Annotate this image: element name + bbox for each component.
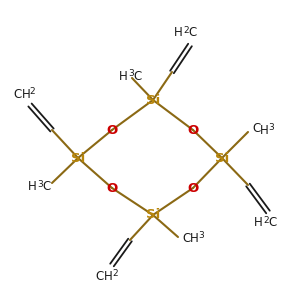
Text: H: H bbox=[190, 231, 199, 245]
Text: H: H bbox=[254, 217, 263, 229]
Text: 3: 3 bbox=[37, 180, 43, 189]
Text: C: C bbox=[96, 270, 104, 282]
Text: H: H bbox=[22, 88, 31, 101]
Text: H: H bbox=[104, 270, 113, 282]
Text: Si: Si bbox=[146, 209, 160, 221]
Text: H: H bbox=[260, 124, 269, 137]
Text: O: O bbox=[106, 124, 118, 137]
Text: H: H bbox=[119, 70, 128, 82]
Text: O: O bbox=[187, 124, 199, 137]
Text: C: C bbox=[42, 181, 50, 193]
Text: O: O bbox=[106, 181, 118, 195]
Text: 2: 2 bbox=[263, 216, 269, 225]
Text: 3: 3 bbox=[268, 123, 274, 132]
Text: C: C bbox=[268, 217, 276, 229]
Text: H: H bbox=[28, 181, 37, 193]
Text: C: C bbox=[252, 121, 260, 135]
Text: H: H bbox=[174, 27, 183, 40]
Text: Si: Si bbox=[215, 152, 229, 164]
Text: O: O bbox=[187, 181, 199, 195]
Text: 2: 2 bbox=[112, 269, 118, 278]
Text: C: C bbox=[182, 231, 190, 245]
Text: C: C bbox=[133, 70, 141, 82]
Text: Si: Si bbox=[71, 152, 85, 164]
Text: 3: 3 bbox=[128, 69, 134, 78]
Text: C: C bbox=[14, 88, 22, 101]
Text: Si: Si bbox=[146, 94, 160, 106]
Text: C: C bbox=[188, 27, 196, 40]
Text: 2: 2 bbox=[29, 87, 35, 96]
Text: 2: 2 bbox=[183, 26, 188, 35]
Text: 3: 3 bbox=[198, 231, 204, 240]
